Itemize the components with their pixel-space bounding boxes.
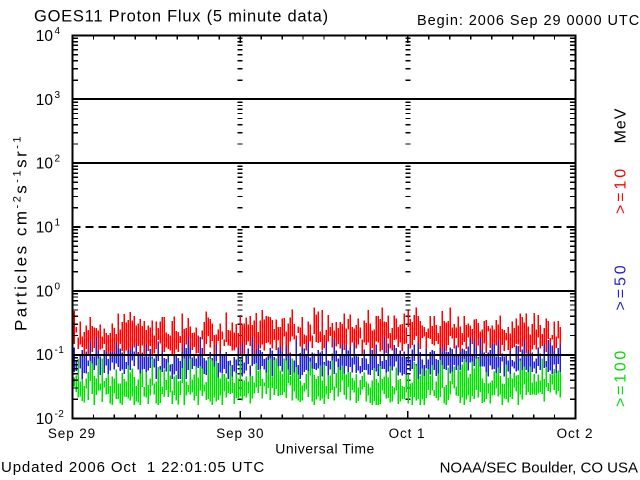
svg-text:10: 10 bbox=[36, 411, 54, 428]
svg-text:>=100: >=100 bbox=[613, 348, 630, 407]
svg-text:3: 3 bbox=[55, 90, 61, 101]
svg-text:MeV: MeV bbox=[613, 108, 630, 144]
svg-text:NOAA/SEC Boulder, CO USA: NOAA/SEC Boulder, CO USA bbox=[440, 460, 638, 477]
svg-text:0: 0 bbox=[55, 281, 61, 292]
svg-text:Sep 29: Sep 29 bbox=[48, 426, 96, 441]
svg-text:-2: -2 bbox=[55, 409, 65, 420]
svg-text:2: 2 bbox=[55, 154, 61, 165]
svg-text:10: 10 bbox=[36, 283, 54, 300]
svg-text:Universal Time: Universal Time bbox=[275, 441, 375, 457]
svg-text:Oct 2: Oct 2 bbox=[557, 426, 594, 441]
svg-text:10: 10 bbox=[36, 347, 54, 364]
svg-text:10: 10 bbox=[36, 220, 54, 237]
svg-text:10: 10 bbox=[36, 156, 54, 173]
svg-text:GOES11 Proton Flux (5 minute d: GOES11 Proton Flux (5 minute data) bbox=[34, 8, 329, 26]
svg-text:Particles cm-2s-1sr-1: Particles cm-2s-1sr-1 bbox=[12, 134, 31, 331]
svg-text:-1: -1 bbox=[55, 345, 65, 356]
svg-text:10: 10 bbox=[36, 28, 54, 45]
svg-text:Sep 30: Sep 30 bbox=[216, 426, 264, 441]
svg-text:Begin: 2006 Sep 29 0000 UTC: Begin: 2006 Sep 29 0000 UTC bbox=[417, 13, 640, 29]
svg-text:>=50: >=50 bbox=[613, 262, 630, 310]
svg-text:10: 10 bbox=[36, 92, 54, 109]
svg-text:>=10: >=10 bbox=[613, 166, 630, 214]
svg-text:4: 4 bbox=[55, 26, 61, 37]
svg-text:Updated 2006 Oct 1 22:01:05 U: Updated 2006 Oct 1 22:01:05 UTC bbox=[1, 459, 265, 476]
svg-text:Oct 1: Oct 1 bbox=[389, 426, 426, 441]
svg-text:1: 1 bbox=[55, 218, 61, 229]
